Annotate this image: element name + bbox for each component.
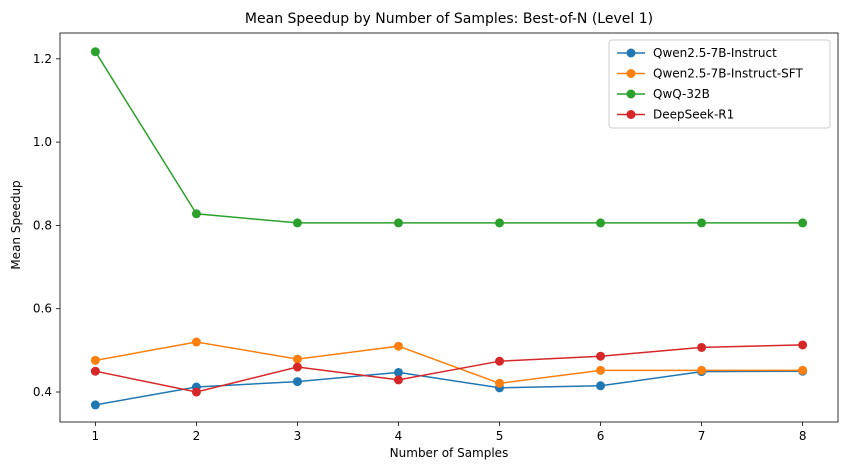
legend-label: DeepSeek-R1 [653,108,734,122]
data-point [394,218,403,227]
data-point [495,379,504,388]
data-point [293,363,302,372]
legend-marker [627,49,636,58]
data-point [91,400,100,409]
legend-label: Qwen2.5-7B-Instruct [653,46,777,60]
legend-label: Qwen2.5-7B-Instruct-SFT [653,67,803,81]
data-point [394,342,403,351]
legend: Qwen2.5-7B-Instruct Qwen2.5-7B-Instruct-S… [609,40,830,128]
data-point [596,366,605,375]
legend-marker [627,90,636,99]
data-point [91,356,100,365]
legend-marker [627,69,636,78]
data-point [394,375,403,384]
x-tick-label: 8 [799,429,807,443]
y-tick-label: 1.0 [33,135,52,149]
y-tick-label: 0.6 [33,302,52,316]
data-point [293,377,302,386]
data-point [293,355,302,364]
x-tick-label: 5 [496,429,504,443]
data-point [293,218,302,227]
y-axis-label: Mean Speedup [9,180,23,269]
x-tick-label: 3 [294,429,302,443]
legend-label: QwQ-32B [653,87,710,101]
data-point [596,218,605,227]
y-tick-label: 1.2 [33,52,52,66]
x-tick-label: 1 [92,429,100,443]
y-tick-label: 0.8 [33,218,52,232]
y-tick-label: 0.4 [33,385,52,399]
data-point [798,366,807,375]
x-tick-label: 2 [193,429,201,443]
data-point [192,338,201,347]
data-point [798,340,807,349]
data-point [91,47,100,56]
data-point [596,352,605,361]
data-point [91,367,100,376]
x-tick-label: 4 [395,429,403,443]
x-axis-label: Number of Samples [390,446,509,460]
x-tick-label: 7 [698,429,706,443]
data-point [192,209,201,218]
data-point [697,218,706,227]
chart-title: Mean Speedup by Number of Samples: Best-… [245,11,653,27]
data-point [192,388,201,397]
data-point [697,343,706,352]
data-point [495,218,504,227]
data-point [596,381,605,390]
legend-marker [627,110,636,119]
x-tick-label: 6 [597,429,605,443]
data-point [798,218,807,227]
data-point [697,366,706,375]
data-point [495,357,504,366]
